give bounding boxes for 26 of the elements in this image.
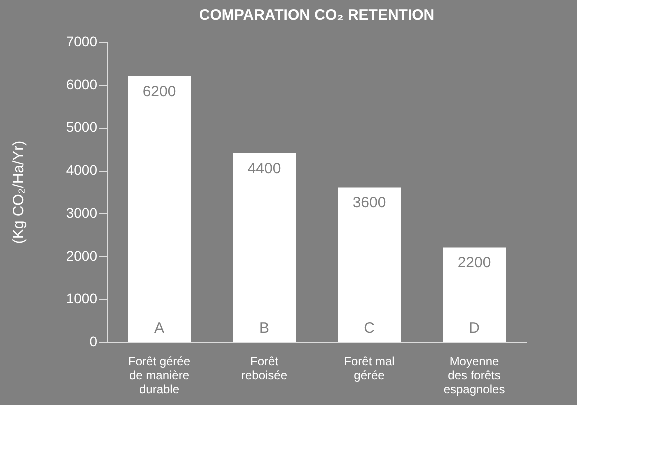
y-tick-label: 1000 [66,290,98,307]
y-tick-label: 3000 [66,204,98,221]
data-label: 3600 [352,194,386,212]
annotation: B [259,320,270,337]
x-tick-label: Forêt reboisée [241,354,288,382]
bar [233,153,296,342]
data-label: 4400 [248,160,282,178]
bar [443,248,506,342]
y-tick-label: 6000 [66,76,98,92]
data-label: 2200 [458,254,492,272]
bar [338,188,401,342]
bar [128,76,191,342]
x-tick-label: Moyenne des forêts espagnoles [444,354,506,396]
x-tick-label: Forêt gérée de manière durable [128,354,191,396]
y-tick-label: 0 [90,334,98,350]
y-tick-label: 5000 [66,119,98,136]
y-axis-title: (Kg CO₂/Ha/Yr) [10,140,28,244]
annotation: A [154,320,165,337]
y-tick-label: 2000 [66,248,98,264]
annotation: C [364,320,376,337]
data-label: 6200 [142,83,176,100]
y-tick-label: 7000 [66,34,98,50]
y-tick-label: 4000 [66,162,98,178]
x-tick-label: Forêt mal gérée [344,354,395,382]
chart-title: COMPARATION CO₂ RETENTION [199,7,435,24]
annotation: D [469,320,480,337]
